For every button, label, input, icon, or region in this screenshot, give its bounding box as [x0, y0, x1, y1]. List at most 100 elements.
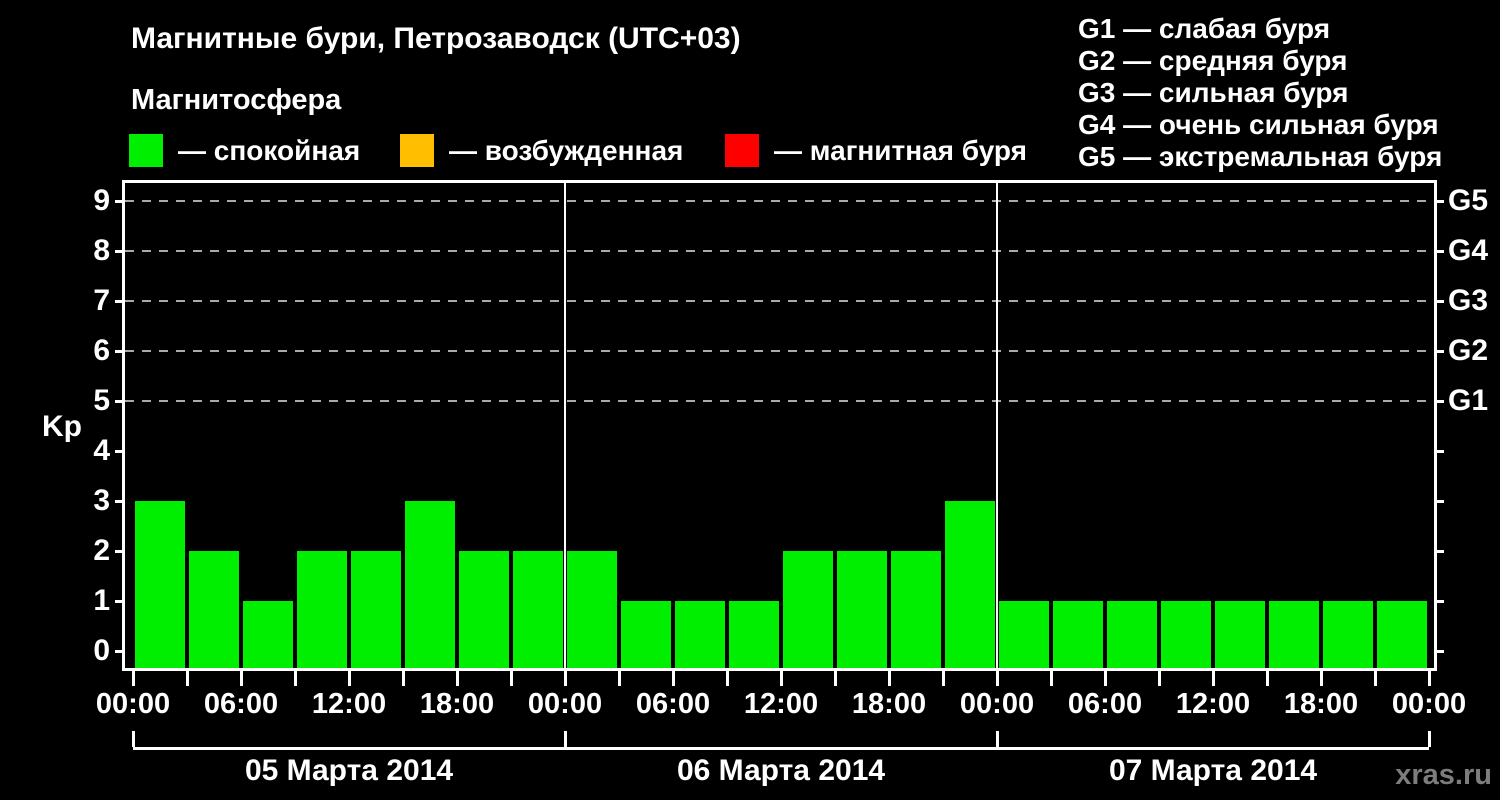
kp-bar [729, 601, 779, 668]
x-axis-tick [132, 671, 135, 686]
y-tick-label: 2 [93, 534, 110, 567]
right-axis-label-g4: G4 [1448, 234, 1489, 267]
x-tick-label: 00:00 [1391, 688, 1467, 720]
kp-bar [513, 551, 563, 668]
kp-bar [405, 501, 455, 668]
gridline-kp7 [125, 300, 1434, 302]
gridline-kp8 [125, 250, 1434, 252]
y-axis-tick [115, 200, 125, 203]
y-axis-tick-right [1434, 400, 1444, 403]
day-separator [564, 183, 566, 668]
storm-scale-item-g5: G5 — экстремальная буря [1078, 141, 1443, 172]
magnetosphere-label: Магнитосфера [131, 84, 342, 116]
y-tick-label: 5 [93, 384, 110, 417]
x-tick-label: 18:00 [1283, 688, 1359, 720]
x-axis-tick [510, 671, 513, 686]
x-axis-tick [1212, 671, 1215, 686]
right-axis-label-g2: G2 [1448, 334, 1489, 367]
legend-swatch-active-icon [400, 134, 434, 167]
y-axis-tick-right [1434, 250, 1444, 253]
day-separator [996, 183, 998, 668]
y-axis-tick [115, 500, 125, 503]
x-axis-tick [672, 671, 675, 686]
y-axis-tick [115, 600, 125, 603]
date-axis-line [133, 747, 1429, 750]
kp-bar [891, 551, 941, 668]
kp-bar [1053, 601, 1103, 668]
kp-bar [351, 551, 401, 668]
kp-bar [945, 501, 995, 668]
y-axis-title: Kp [42, 410, 82, 443]
y-tick-label: 8 [93, 234, 110, 267]
y-axis-tick-right [1434, 200, 1444, 203]
x-axis-tick [294, 671, 297, 686]
kp-bar [837, 551, 887, 668]
x-axis-tick [240, 671, 243, 686]
x-axis-tick [402, 671, 405, 686]
y-axis-tick [115, 250, 125, 253]
y-axis-tick-right [1434, 300, 1444, 303]
y-tick-label: 1 [93, 584, 110, 617]
gridline-kp5 [125, 400, 1434, 402]
legend-label-storm: — магнитная буря [774, 135, 1027, 166]
y-axis-tick-right [1434, 450, 1444, 453]
kp-bar [1269, 601, 1319, 668]
legend-swatch-quiet-icon [129, 134, 163, 167]
kp-bar [567, 551, 617, 668]
y-tick-label: 4 [93, 434, 110, 467]
gridline-kp6 [125, 350, 1434, 352]
storm-scale-item-g2: G2 — средняя буря [1078, 45, 1348, 76]
x-tick-label: 18:00 [419, 688, 495, 720]
x-tick-label: 06:00 [635, 688, 711, 720]
kp-bar [459, 551, 509, 668]
x-tick-label: 06:00 [203, 688, 279, 720]
right-axis-label-g3: G3 [1448, 284, 1489, 317]
y-axis-tick [115, 450, 125, 453]
kp-bar [1107, 601, 1157, 668]
x-tick-label: 06:00 [1067, 688, 1143, 720]
kp-bar [1161, 601, 1211, 668]
kp-bar [1323, 601, 1373, 668]
date-bracket-tick [132, 731, 135, 747]
right-axis-label-g5: G5 [1448, 184, 1489, 217]
y-axis-tick-right [1434, 500, 1444, 503]
storm-scale-legend: G1 — слабая буря G2 — средняя буря G3 — … [1078, 13, 1442, 173]
x-axis-tick [996, 671, 999, 686]
x-tick-label: 00:00 [959, 688, 1035, 720]
storm-scale-item-g3: G3 — сильная буря [1078, 77, 1349, 108]
legend-label-active: — возбужденная [449, 135, 684, 166]
storm-scale-item-g4: G4 — очень сильная буря [1078, 109, 1439, 140]
kp-bar [135, 501, 185, 668]
date-bracket-tick [996, 731, 999, 747]
y-tick-label: 6 [93, 334, 110, 367]
page-title: Магнитные бури, Петрозаводск (UTC+03) [131, 22, 741, 55]
kp-bar [1377, 601, 1427, 668]
date-bracket-tick [564, 731, 567, 747]
x-axis-tick [1320, 671, 1323, 686]
y-axis-tick-right [1434, 600, 1444, 603]
legend-swatch-storm-icon [725, 134, 759, 167]
y-tick-label: 3 [93, 484, 110, 517]
watermark: xras.ru [1395, 759, 1492, 791]
y-tick-label: 9 [93, 184, 110, 217]
kp-bar [243, 601, 293, 668]
x-axis-tick [726, 671, 729, 686]
date-label: 05 Марта 2014 [244, 754, 454, 787]
y-tick-label: 0 [93, 634, 110, 667]
plot-frame [122, 180, 1437, 671]
x-axis-tick [1158, 671, 1161, 686]
kp-bar [675, 601, 725, 668]
y-axis-tick [115, 650, 125, 653]
x-axis-tick [1374, 671, 1377, 686]
right-axis-label-g1: G1 [1448, 384, 1489, 417]
kp-bar [783, 551, 833, 668]
x-axis-tick [888, 671, 891, 686]
x-tick-label: 00:00 [527, 688, 603, 720]
x-axis-tick [564, 671, 567, 686]
x-axis-tick [942, 671, 945, 686]
x-axis-tick [618, 671, 621, 686]
x-tick-label: 12:00 [743, 688, 819, 720]
date-bracket-tick [1428, 731, 1431, 747]
